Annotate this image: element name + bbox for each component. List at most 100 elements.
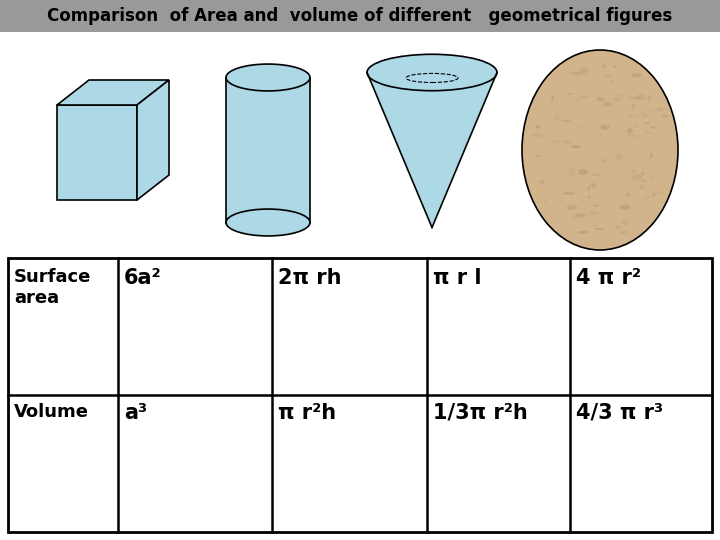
- Text: Volume: Volume: [14, 403, 89, 421]
- Ellipse shape: [647, 96, 651, 101]
- Ellipse shape: [650, 126, 656, 129]
- Text: 4/3 π r³: 4/3 π r³: [576, 403, 663, 423]
- Ellipse shape: [562, 174, 572, 175]
- Ellipse shape: [598, 126, 608, 130]
- Ellipse shape: [535, 125, 541, 129]
- Ellipse shape: [627, 128, 633, 133]
- Text: a³: a³: [124, 403, 147, 423]
- Ellipse shape: [610, 80, 613, 83]
- Ellipse shape: [535, 154, 542, 157]
- Ellipse shape: [588, 186, 590, 191]
- Ellipse shape: [644, 132, 653, 133]
- Ellipse shape: [637, 112, 647, 117]
- Ellipse shape: [557, 112, 562, 113]
- Ellipse shape: [642, 123, 650, 124]
- Ellipse shape: [601, 159, 612, 161]
- Ellipse shape: [590, 183, 596, 187]
- Ellipse shape: [567, 93, 572, 96]
- Ellipse shape: [645, 109, 655, 111]
- Ellipse shape: [570, 72, 582, 76]
- Ellipse shape: [226, 64, 310, 91]
- Text: 6a²: 6a²: [124, 268, 161, 288]
- Ellipse shape: [603, 74, 612, 78]
- Ellipse shape: [644, 114, 650, 116]
- Ellipse shape: [661, 115, 668, 118]
- Ellipse shape: [570, 217, 578, 220]
- Ellipse shape: [577, 231, 588, 234]
- Ellipse shape: [615, 225, 621, 229]
- Ellipse shape: [558, 222, 561, 224]
- Ellipse shape: [579, 71, 588, 76]
- Ellipse shape: [572, 145, 581, 148]
- Polygon shape: [57, 80, 169, 105]
- Ellipse shape: [367, 55, 497, 91]
- Ellipse shape: [645, 123, 649, 124]
- Ellipse shape: [627, 115, 636, 118]
- Ellipse shape: [578, 169, 588, 175]
- Ellipse shape: [648, 157, 656, 159]
- Ellipse shape: [571, 146, 579, 147]
- Text: Surface
area: Surface area: [14, 268, 91, 307]
- Ellipse shape: [573, 213, 585, 218]
- Ellipse shape: [643, 197, 654, 198]
- Text: 1/3π r²h: 1/3π r²h: [433, 403, 528, 423]
- Ellipse shape: [567, 205, 577, 210]
- Ellipse shape: [578, 126, 587, 130]
- Ellipse shape: [549, 105, 557, 106]
- Ellipse shape: [539, 180, 545, 185]
- Ellipse shape: [551, 96, 554, 102]
- Ellipse shape: [588, 196, 590, 199]
- Ellipse shape: [657, 107, 664, 112]
- Ellipse shape: [614, 98, 621, 102]
- Ellipse shape: [561, 129, 564, 130]
- Ellipse shape: [640, 185, 643, 190]
- Ellipse shape: [579, 68, 590, 73]
- Ellipse shape: [600, 159, 606, 164]
- Ellipse shape: [600, 124, 610, 130]
- Ellipse shape: [605, 102, 611, 106]
- Text: Comparison  of Area and  volume of different   geometrical figures: Comparison of Area and volume of differe…: [48, 7, 672, 25]
- Ellipse shape: [658, 191, 665, 193]
- Ellipse shape: [649, 152, 653, 157]
- Ellipse shape: [642, 180, 647, 181]
- Text: 4 π r²: 4 π r²: [576, 268, 641, 288]
- Ellipse shape: [621, 220, 631, 225]
- Ellipse shape: [626, 192, 631, 197]
- Ellipse shape: [535, 131, 542, 132]
- Ellipse shape: [562, 139, 572, 144]
- Ellipse shape: [627, 96, 639, 99]
- Ellipse shape: [567, 168, 578, 171]
- Ellipse shape: [596, 97, 605, 102]
- Ellipse shape: [631, 104, 635, 110]
- Ellipse shape: [576, 213, 587, 218]
- Ellipse shape: [554, 114, 559, 120]
- Ellipse shape: [603, 64, 605, 68]
- Ellipse shape: [649, 177, 654, 178]
- Ellipse shape: [602, 102, 613, 107]
- Ellipse shape: [561, 120, 571, 122]
- Bar: [0, 0, 720, 32]
- Ellipse shape: [620, 231, 627, 233]
- Ellipse shape: [563, 192, 575, 195]
- Ellipse shape: [226, 209, 310, 236]
- Ellipse shape: [600, 132, 603, 136]
- Bar: [8, 258, 712, 532]
- Ellipse shape: [636, 125, 639, 127]
- Ellipse shape: [585, 96, 595, 97]
- Ellipse shape: [636, 94, 647, 100]
- Ellipse shape: [569, 170, 576, 175]
- Ellipse shape: [642, 116, 647, 118]
- Ellipse shape: [591, 174, 599, 176]
- Polygon shape: [367, 72, 497, 227]
- Text: 2π rh: 2π rh: [278, 268, 341, 288]
- Ellipse shape: [574, 98, 579, 102]
- Ellipse shape: [531, 133, 543, 137]
- Polygon shape: [57, 105, 137, 200]
- Ellipse shape: [638, 179, 649, 182]
- Ellipse shape: [621, 220, 627, 226]
- Ellipse shape: [544, 200, 546, 203]
- Ellipse shape: [588, 79, 592, 83]
- Ellipse shape: [638, 82, 644, 84]
- Ellipse shape: [641, 172, 644, 176]
- Ellipse shape: [627, 134, 639, 137]
